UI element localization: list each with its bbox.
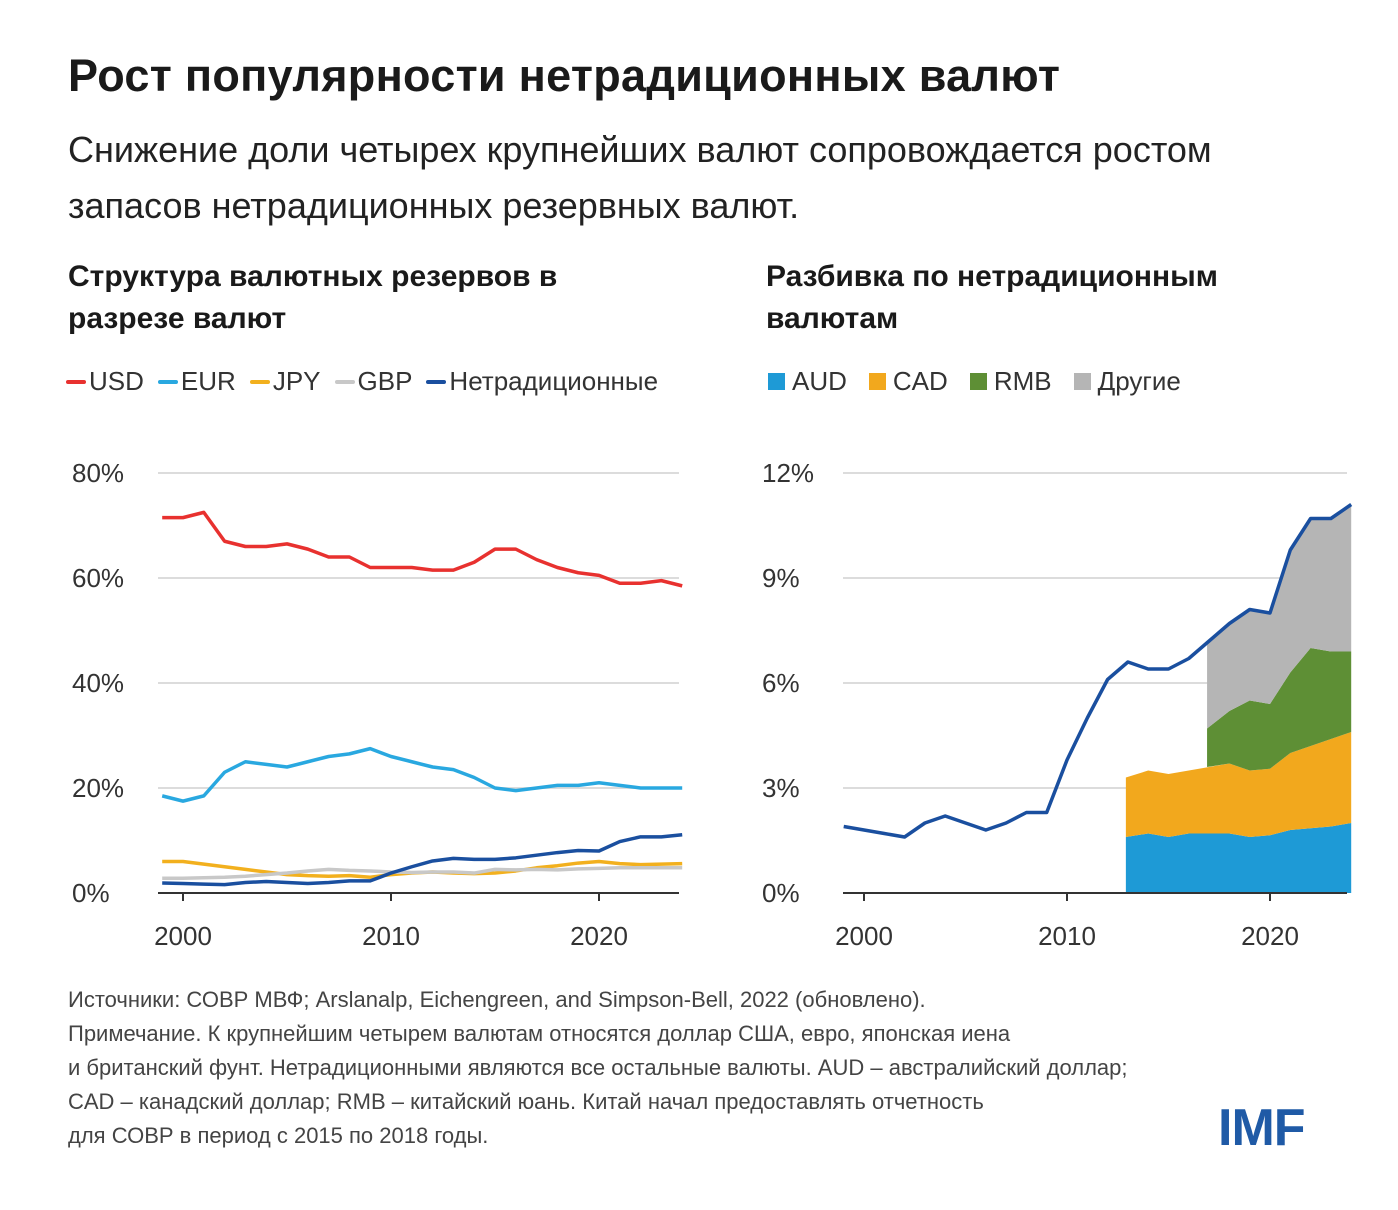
- legend-item-nontraditional: Нетрадиционные: [426, 366, 658, 397]
- page-title: Рост популярности нетрадиционных валют: [68, 50, 1061, 101]
- legend-label: Нетрадиционные: [449, 366, 659, 396]
- footer-note-line: CAD – канадский доллар; RMB – китайский …: [68, 1089, 984, 1114]
- legend-item-other: Другие: [1073, 366, 1181, 397]
- legend-label: Другие: [1097, 366, 1181, 396]
- left-legend: USD EUR JPY GBP Нетрадиционные: [66, 366, 658, 397]
- legend-label: GBP: [357, 366, 413, 396]
- series-line-eur: [161, 746, 683, 803]
- area-другие: [1207, 504, 1352, 729]
- left-xtick-label: 2020: [570, 921, 628, 951]
- left-ytick-label: 60%: [72, 563, 124, 593]
- legend-item-gbp: GBP: [334, 366, 413, 397]
- footer-note-line: и британский фунт. Нетрадиционными являю…: [68, 1055, 1128, 1080]
- legend-label: AUD: [792, 366, 847, 396]
- right-legend: AUD CAD RMB Другие: [768, 366, 1181, 397]
- legend-label: RMB: [993, 366, 1052, 396]
- area-rmb: [1207, 648, 1352, 771]
- series-line-nontraditional: [162, 832, 683, 887]
- legend-swatch: [249, 379, 270, 384]
- area-cad: [1125, 732, 1352, 837]
- legend-swatch: [426, 379, 447, 384]
- legend-swatch: [868, 373, 886, 390]
- legend-swatch: [768, 373, 785, 390]
- legend-item-cad: CAD: [868, 366, 948, 397]
- legend-swatch: [157, 379, 178, 384]
- series-line-nontraditional: [843, 503, 1353, 839]
- left-ytick-label: 20%: [72, 773, 124, 803]
- legend-swatch: [1073, 373, 1091, 390]
- legend-item-aud: AUD: [768, 366, 847, 397]
- legend-label: JPY: [272, 366, 321, 396]
- footer-notes: Источники: СОВР МВФ; Arslanalp, Eichengr…: [68, 983, 1388, 1153]
- footer-sources: Источники: СОВР МВФ; Arslanalp, Eichengr…: [68, 987, 926, 1012]
- footer-note-line: Примечание. К крупнейшим четырем валютам…: [68, 1021, 1011, 1046]
- page-subtitle: Снижение доли четырех крупнейших валют с…: [68, 129, 1212, 226]
- right-ytick-label: 3%: [762, 773, 800, 803]
- right-ytick-label: 6%: [762, 668, 800, 698]
- right-ytick-label: 9%: [762, 563, 800, 593]
- left-ytick-label: 80%: [72, 458, 124, 488]
- legend-item-jpy: JPY: [249, 366, 321, 397]
- left-ytick-label: 0%: [72, 878, 110, 908]
- series-line-usd: [162, 510, 683, 588]
- right-ytick-label: 0%: [762, 878, 800, 908]
- legend-label: USD: [89, 366, 144, 396]
- area-aud: [1125, 823, 1352, 893]
- legend-swatch: [66, 379, 86, 384]
- right-ytick-label: 12%: [762, 458, 814, 488]
- legend-swatch: [969, 373, 987, 390]
- legend-item-eur: EUR: [157, 366, 236, 397]
- legend-swatch: [334, 379, 355, 384]
- series-line-gbp: [162, 866, 683, 881]
- right-chart-title: Разбивка по нетрадиционным валютам: [766, 260, 1218, 335]
- footer-note-line: для СОВР в период с 2015 по 2018 годы.: [68, 1123, 489, 1148]
- imf-logo: IMF: [1218, 1099, 1306, 1157]
- legend-item-usd: USD: [66, 366, 144, 397]
- left-chart-title: Структура валютных резервов в разрезе ва…: [68, 260, 558, 335]
- right-xtick-label: 2000: [835, 921, 893, 951]
- right-xtick-label: 2020: [1241, 921, 1299, 951]
- legend-item-rmb: RMB: [969, 366, 1052, 397]
- legend-label: EUR: [180, 366, 236, 396]
- left-xtick-label: 2000: [154, 921, 212, 951]
- right-xtick-label: 2010: [1038, 921, 1096, 951]
- left-ytick-label: 40%: [72, 668, 124, 698]
- left-xtick-label: 2010: [362, 921, 420, 951]
- legend-label: CAD: [892, 366, 948, 396]
